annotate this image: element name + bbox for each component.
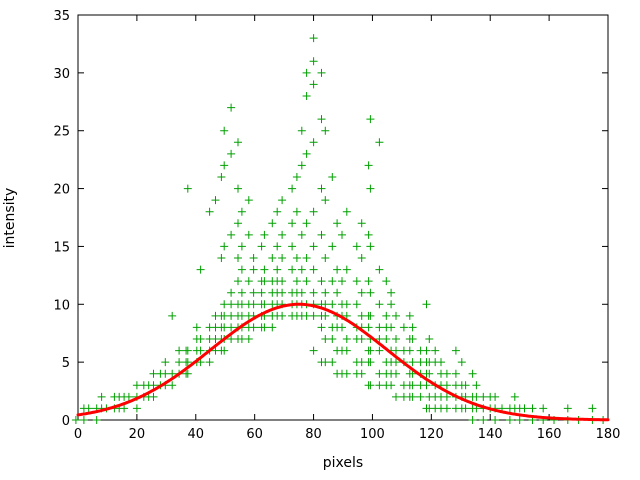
y-tick-label: 15: [53, 240, 70, 255]
y-tick-label: 25: [53, 125, 70, 140]
y-axis-label: intensity: [2, 187, 18, 249]
x-tick-label: 60: [246, 427, 263, 442]
x-tick-label: 80: [305, 427, 322, 442]
y-tick-label: 35: [53, 9, 70, 24]
gaussian-fit-curve: [76, 302, 610, 422]
x-tick-label: 120: [419, 427, 444, 442]
x-tick-label: 40: [188, 427, 205, 442]
x-tick-label: 20: [129, 427, 146, 442]
y-tick-label: 0: [62, 414, 70, 429]
plot-border: [77, 14, 609, 421]
y-tick-label: 30: [53, 67, 70, 82]
scatter-points: [71, 34, 608, 424]
x-tick-label: 140: [478, 427, 503, 442]
y-tick-label: 20: [53, 183, 70, 198]
y-tick-label: 10: [53, 298, 70, 313]
x-axis-label: pixels: [322, 455, 364, 471]
x-tick-label: 100: [360, 427, 385, 442]
x-tick-label: 160: [537, 427, 562, 442]
y-tick-label: 5: [62, 356, 70, 371]
x-tick-label: 180: [596, 427, 621, 442]
x-tick-label: 0: [74, 427, 82, 442]
